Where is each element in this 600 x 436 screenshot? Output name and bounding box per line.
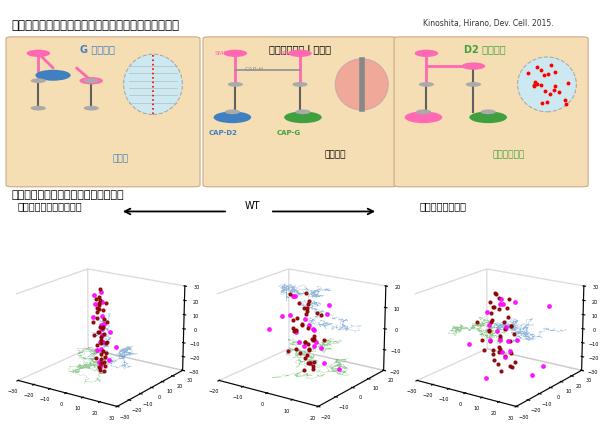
Circle shape: [295, 109, 311, 114]
Circle shape: [214, 112, 251, 123]
Circle shape: [415, 50, 438, 57]
FancyBboxPatch shape: [203, 37, 397, 187]
Circle shape: [31, 78, 46, 83]
Text: コンデンシン部分的欠損による空間パターン（実験）: コンデンシン部分的欠損による空間パターン（実験）: [12, 19, 180, 31]
Circle shape: [31, 106, 46, 111]
Circle shape: [79, 77, 103, 85]
Circle shape: [292, 82, 308, 87]
Text: CAP-D2: CAP-D2: [209, 129, 238, 136]
Circle shape: [227, 82, 243, 87]
Circle shape: [404, 112, 442, 123]
Text: 弱いループ形成力: 弱いループ形成力: [420, 201, 467, 211]
Text: WT: WT: [244, 201, 260, 211]
Text: SMC4: SMC4: [280, 51, 297, 56]
Ellipse shape: [518, 57, 577, 112]
Circle shape: [35, 70, 71, 81]
Circle shape: [469, 112, 507, 123]
Text: CAP-G: CAP-G: [277, 129, 301, 136]
Text: G 部分欠損: G 部分欠損: [80, 44, 115, 54]
Circle shape: [83, 106, 99, 111]
Text: シミュレーション結果（数理モデル）: シミュレーション結果（数理モデル）: [12, 191, 125, 201]
Circle shape: [224, 50, 247, 57]
Text: D2 部分欠損: D2 部分欠損: [464, 44, 506, 54]
Text: Kinoshita, Hirano, Dev. Cell. 2015.: Kinoshita, Hirano, Dev. Cell. 2015.: [424, 19, 554, 27]
Circle shape: [416, 109, 431, 114]
Circle shape: [466, 82, 481, 87]
Circle shape: [462, 62, 485, 70]
Circle shape: [419, 82, 434, 87]
Text: コンデンシン I 複合体: コンデンシン I 複合体: [269, 44, 331, 54]
Text: SMC2: SMC2: [215, 51, 232, 56]
Circle shape: [481, 109, 496, 114]
Ellipse shape: [124, 54, 182, 115]
FancyBboxPatch shape: [6, 37, 200, 187]
Text: 細い軸: 細い軸: [113, 154, 129, 163]
Circle shape: [83, 78, 99, 83]
FancyBboxPatch shape: [394, 37, 588, 187]
Ellipse shape: [335, 59, 388, 110]
Text: 軸なし、点状: 軸なし、点状: [493, 150, 525, 159]
Circle shape: [288, 50, 312, 57]
Text: CAP-H: CAP-H: [244, 67, 263, 72]
Circle shape: [225, 109, 240, 114]
Circle shape: [284, 112, 322, 123]
Text: 強固な軸: 強固な軸: [325, 150, 346, 159]
Circle shape: [26, 50, 50, 57]
Text: 弱いコンデンシン間引力: 弱いコンデンシン間引力: [18, 201, 83, 211]
